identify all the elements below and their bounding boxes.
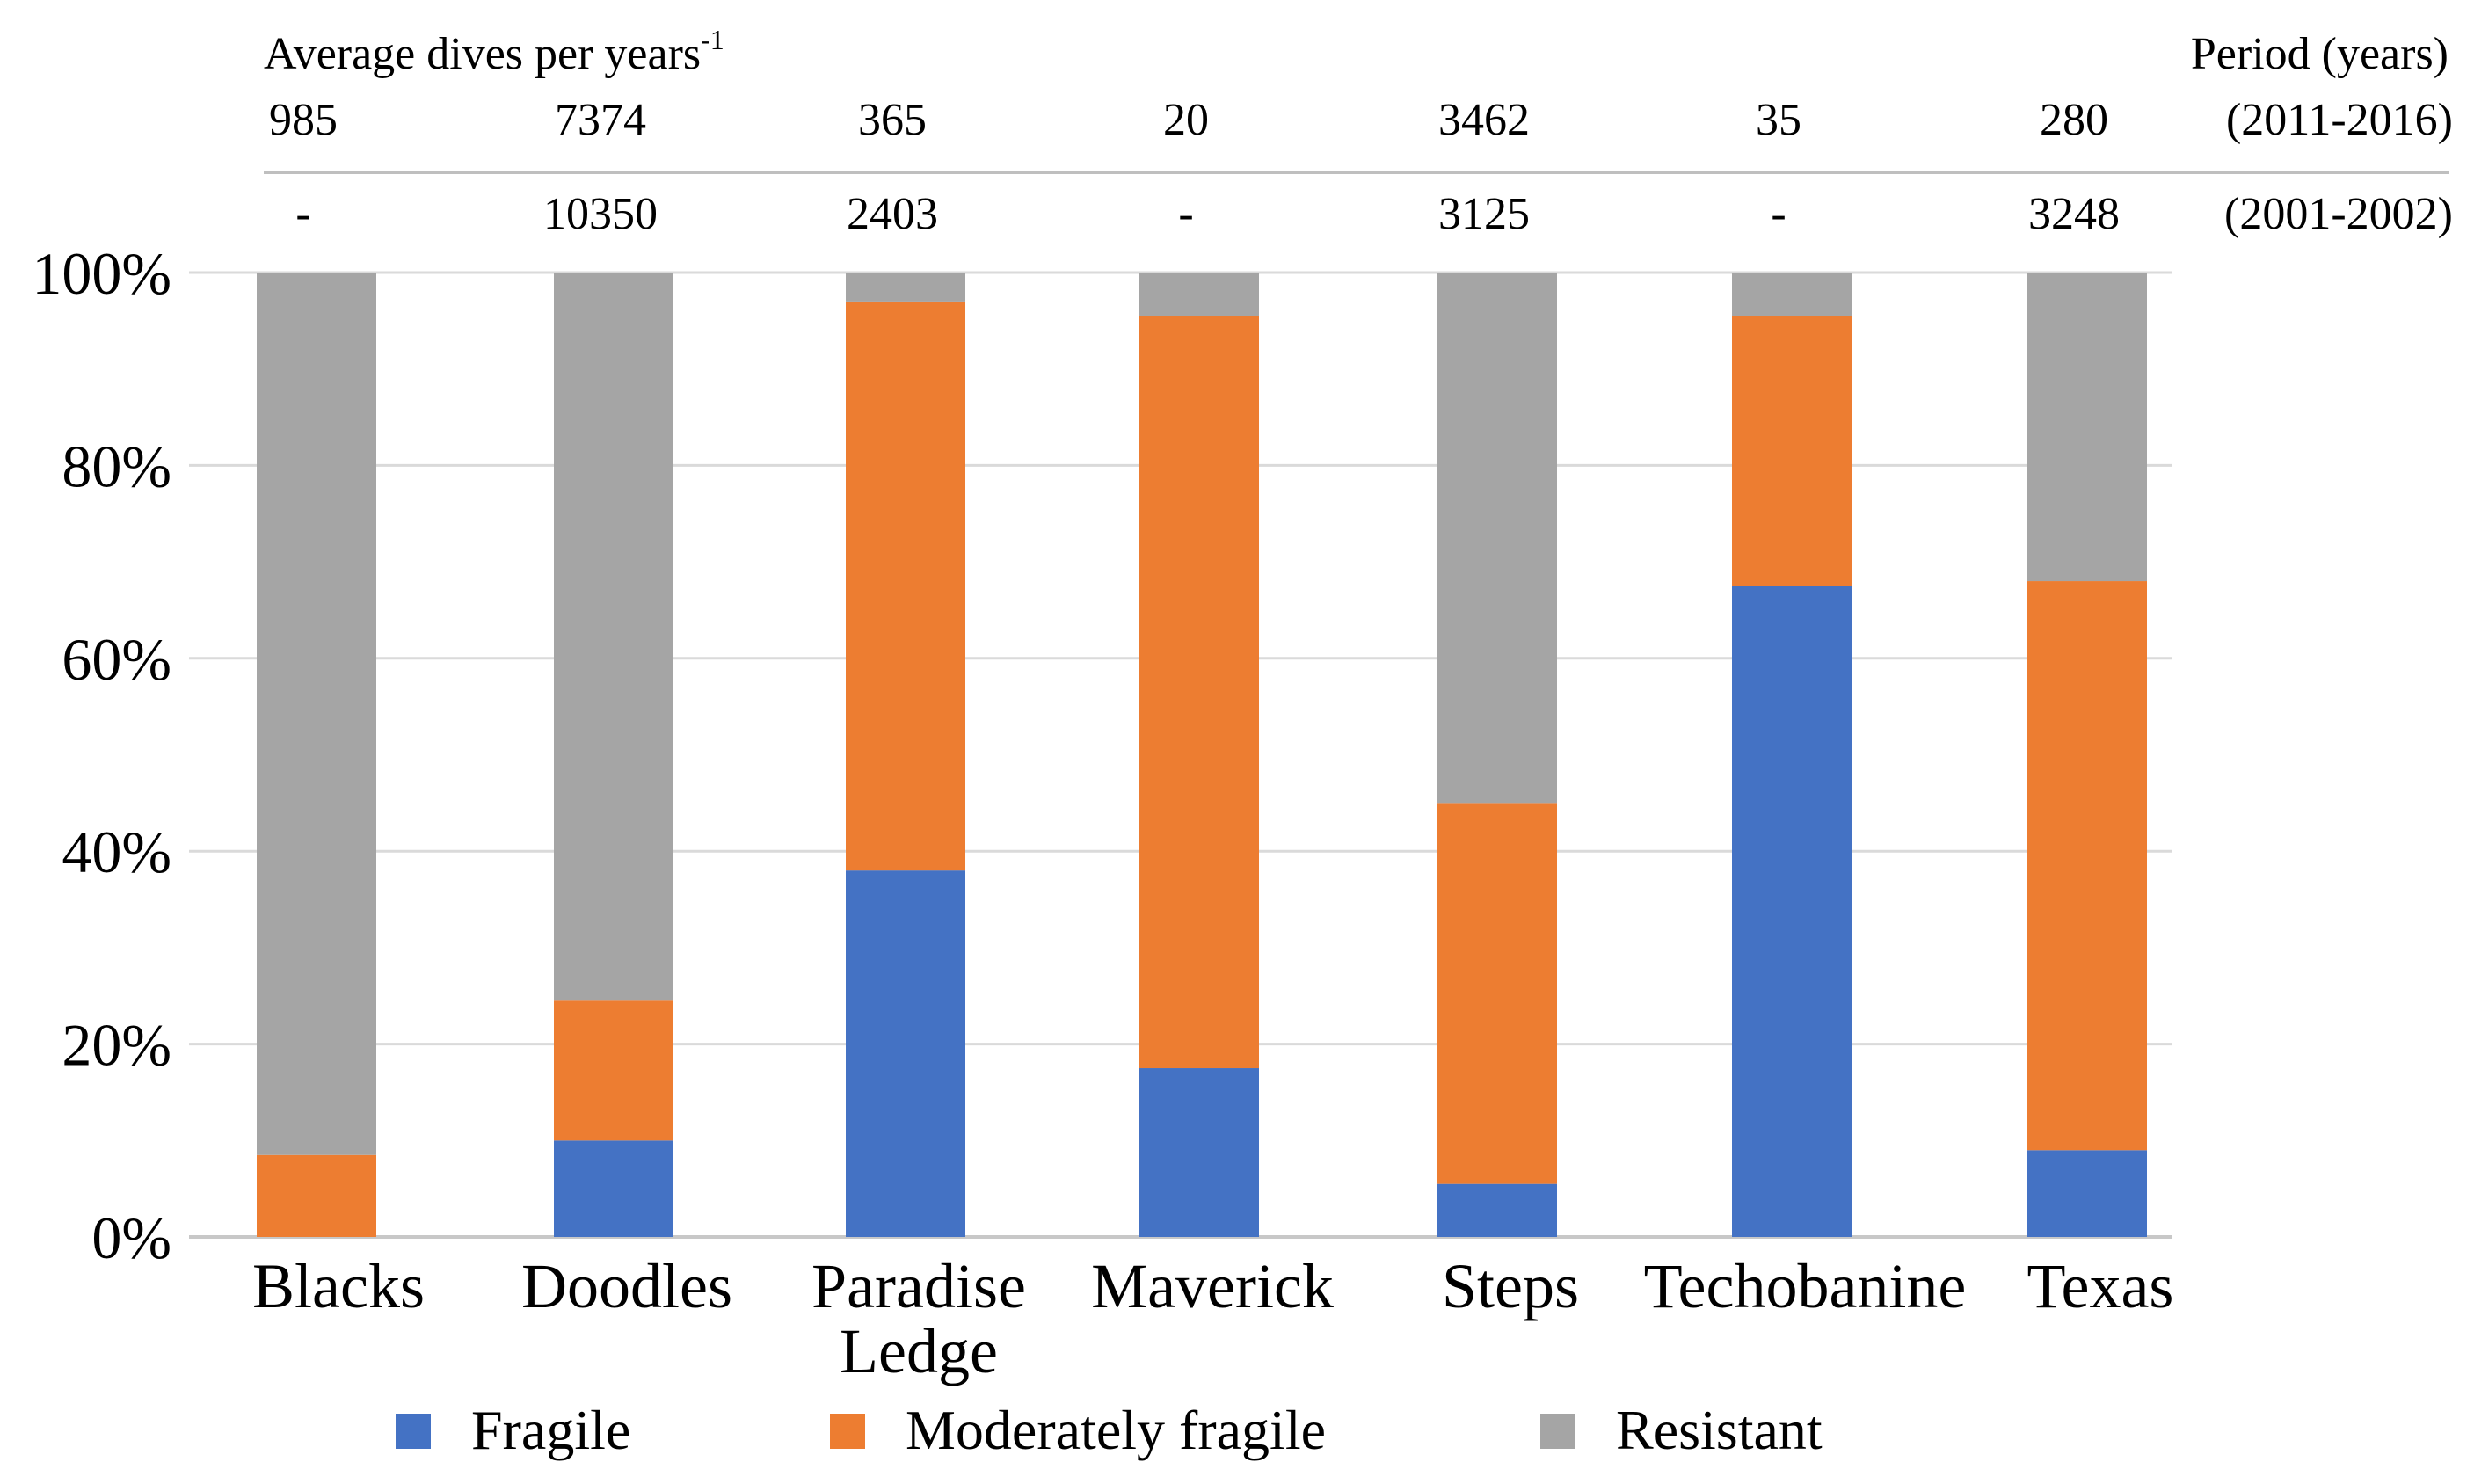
dives-value: 35 <box>1756 95 1801 145</box>
bar-segment-moderately-fragile <box>1139 316 1259 1069</box>
bar-segment-resistant <box>2027 273 2147 582</box>
y-tick-label: 20% <box>62 1012 171 1079</box>
period-header-label: Period (years) <box>2191 29 2449 79</box>
bar-segment-resistant <box>1732 273 1852 316</box>
dives-value: - <box>1178 189 1193 239</box>
legend-label: Fragile <box>471 1399 630 1461</box>
category-label: Techobanine <box>1644 1251 1967 1321</box>
dives-value: 3125 <box>1438 189 1530 239</box>
dives-value: 7374 <box>555 95 646 145</box>
bar-segment-resistant <box>1139 273 1259 316</box>
dives-value: 3462 <box>1438 95 1530 145</box>
bar-segment-fragile <box>846 870 965 1237</box>
category-label: Texas <box>2027 1251 2174 1321</box>
dives-header-superscript: -1 <box>701 24 724 55</box>
bar-segment-moderately-fragile <box>257 1154 376 1237</box>
bar-segment-moderately-fragile <box>1732 316 1852 586</box>
bar-segment-resistant <box>257 273 376 1155</box>
bar-segment-moderately-fragile <box>2027 581 2147 1151</box>
bar-segment-fragile <box>1437 1183 1557 1237</box>
category-label: Ledge <box>840 1316 998 1386</box>
dives-value: 3248 <box>2028 189 2120 239</box>
period-label: (2001-2002) <box>2224 189 2453 239</box>
dives-header-table: Average dives per years-1 Period (years)… <box>264 24 2453 239</box>
category-label: Paradise <box>811 1251 1026 1321</box>
legend-label: Moderately fragile <box>906 1399 1326 1461</box>
dives-value: - <box>295 189 310 239</box>
y-tick-label: 80% <box>62 433 171 499</box>
dives-value: 10350 <box>543 189 658 239</box>
bar-segment-moderately-fragile <box>846 301 965 871</box>
dives-value: 985 <box>269 95 338 145</box>
legend-swatch <box>1540 1414 1575 1449</box>
category-label: Doodles <box>521 1251 732 1321</box>
category-label: Blacks <box>252 1251 425 1321</box>
bar-segment-fragile <box>554 1140 673 1237</box>
dives-value: 20 <box>1163 95 1209 145</box>
y-tick-label: 0% <box>91 1204 171 1271</box>
legend-swatch <box>396 1414 431 1449</box>
dives-value: 280 <box>2040 95 2108 145</box>
y-tick-label: 60% <box>62 626 171 693</box>
legend: Fragile Moderately fragile Resistant <box>396 1399 1823 1461</box>
bar-segment-resistant <box>1437 273 1557 804</box>
dives-value: 2403 <box>847 189 938 239</box>
y-axis: 0% 20% 40% 60% 80% 100% <box>32 240 171 1271</box>
category-label: Steps <box>1442 1251 1579 1321</box>
bar-segment-resistant <box>846 273 965 302</box>
bar-segment-resistant <box>554 273 673 1001</box>
bar-segment-moderately-fragile <box>1437 803 1557 1184</box>
y-tick-label: 40% <box>62 818 171 885</box>
legend-swatch <box>830 1414 865 1449</box>
dives-header-label: Average dives per years-1 <box>264 24 724 79</box>
category-label: Maverick <box>1091 1251 1334 1321</box>
bar-segment-fragile <box>2027 1150 2147 1237</box>
bar-segment-fragile <box>1732 586 1852 1237</box>
period-label: (2011-2016) <box>2226 95 2453 145</box>
y-tick-label: 100% <box>32 240 171 307</box>
dives-value: 365 <box>858 95 927 145</box>
dives-value: - <box>1771 189 1786 239</box>
bars <box>257 273 2147 1237</box>
legend-label: Resistant <box>1616 1399 1823 1461</box>
bar-segment-moderately-fragile <box>554 1000 673 1141</box>
bar-segment-fragile <box>1139 1068 1259 1237</box>
